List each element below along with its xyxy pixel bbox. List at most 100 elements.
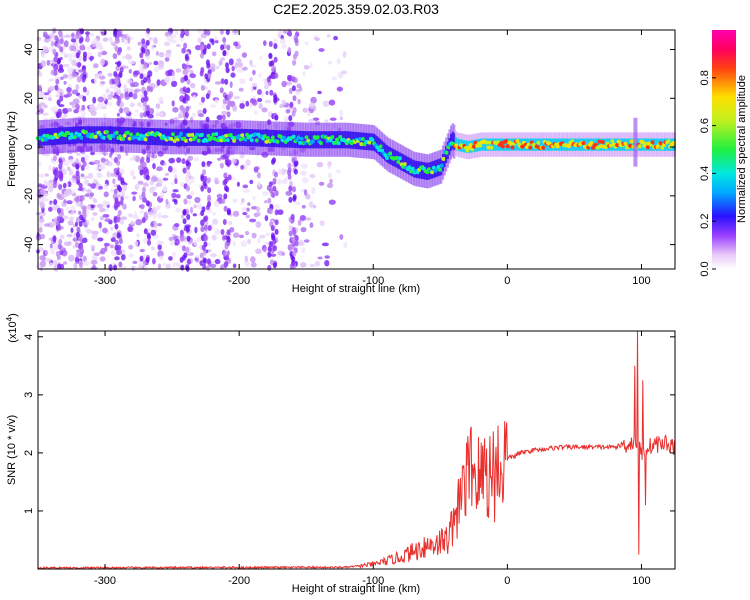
- noise-dot: [114, 256, 120, 261]
- noise-dot: [265, 90, 269, 96]
- noise-dot: [132, 260, 138, 264]
- streak-dot: [288, 115, 293, 122]
- streak-dot: [146, 232, 151, 239]
- ridge-core: [615, 143, 620, 148]
- streak-dot: [53, 155, 57, 162]
- noise-dot: [297, 98, 301, 105]
- ridge-band: [152, 128, 155, 146]
- streak-dot: [269, 203, 274, 210]
- streak-dot: [182, 97, 187, 104]
- streak-dot: [80, 248, 85, 255]
- ridge-band: [115, 126, 118, 144]
- streak-dot: [222, 37, 227, 43]
- noise-dot: [152, 257, 156, 265]
- ridge-core: [169, 137, 174, 141]
- noise-dot: [283, 30, 287, 34]
- ridge-core: [378, 144, 383, 149]
- streak-dot: [187, 258, 191, 265]
- noise-dot: [42, 112, 49, 116]
- streak-dot: [82, 212, 87, 219]
- streak-dot: [201, 96, 205, 103]
- ridge-core: [129, 132, 134, 137]
- noise-dot: [240, 240, 247, 248]
- ridge-core: [171, 132, 176, 137]
- streak-dot: [59, 173, 64, 180]
- noise-dot: [67, 220, 74, 226]
- noise-dot: [281, 99, 287, 106]
- noise-dot: [49, 85, 56, 89]
- noise-dot: [77, 187, 84, 191]
- noise-dot: [251, 64, 257, 68]
- ridge-core: [319, 141, 324, 146]
- noise-dot: [169, 239, 175, 246]
- noise-dot: [276, 178, 282, 185]
- ridge-core: [42, 133, 47, 138]
- noise-dot: [153, 221, 158, 229]
- noise-dot: [192, 213, 197, 217]
- streak-dot: [114, 244, 119, 251]
- colorbar-ticks: 0.0 0.2 0.4 0.6 0.8: [699, 70, 716, 277]
- ridge-core: [338, 135, 343, 139]
- noise-dot: [100, 58, 106, 65]
- noise-dot: [221, 110, 228, 115]
- noise-dot: [255, 206, 261, 212]
- streak-dot: [202, 48, 207, 55]
- noise-dot: [326, 34, 331, 38]
- streak-dot: [181, 107, 186, 114]
- ridge-core: [262, 134, 268, 139]
- ridge-band: [321, 131, 324, 149]
- y-tick-label: 4: [23, 334, 35, 340]
- noise-dot: [68, 254, 75, 262]
- streak-dot: [59, 95, 64, 102]
- x-tick-label: -200: [228, 275, 250, 287]
- streak-dot: [204, 73, 209, 80]
- noise-dot: [158, 112, 164, 117]
- noise-dot: [193, 239, 198, 246]
- noise-dot: [90, 259, 98, 265]
- ridge-band: [401, 154, 404, 172]
- ridge-core: [114, 130, 120, 135]
- noise-dot: [214, 81, 222, 85]
- streak-dot: [268, 208, 273, 215]
- ridge-band: [310, 131, 313, 149]
- noise-dot: [232, 263, 237, 269]
- noise-dot: [44, 223, 50, 227]
- streak-dot: [183, 63, 188, 70]
- ridge-band: [538, 138, 541, 151]
- streak-dot: [139, 169, 144, 176]
- noise-dot: [180, 181, 185, 187]
- noise-dot: [301, 177, 309, 184]
- streak-dot: [52, 27, 57, 34]
- noise-dot: [62, 182, 67, 189]
- streak-dot: [52, 182, 57, 189]
- noise-dot: [42, 45, 49, 53]
- noise-dot: [297, 239, 304, 245]
- noise-dot: [251, 206, 258, 210]
- noise-dot: [70, 211, 75, 215]
- noise-dot: [168, 256, 173, 261]
- ridge-band: [446, 141, 449, 159]
- noise-dot: [255, 248, 262, 255]
- streak-dot: [59, 64, 64, 71]
- noise-dot: [305, 217, 312, 221]
- streak-dot: [145, 50, 149, 57]
- ridge-core: [269, 138, 274, 143]
- noise-dot: [45, 35, 51, 40]
- noise-dot: [156, 79, 161, 86]
- noise-dot: [47, 97, 53, 101]
- noise-dot: [80, 173, 85, 177]
- streak-dot: [117, 153, 122, 160]
- noise-dot: [148, 107, 155, 115]
- ridge-core: [536, 140, 541, 145]
- noise-dot: [324, 260, 330, 267]
- ridge-band: [485, 138, 488, 151]
- ridge-band: [67, 127, 70, 145]
- ridge-core: [597, 139, 602, 144]
- streak-dot: [272, 262, 277, 269]
- streak-dot: [291, 256, 296, 263]
- noise-dot: [229, 227, 235, 233]
- noise-dot: [241, 52, 248, 58]
- noise-dot: [281, 179, 287, 184]
- noise-dot: [301, 204, 306, 209]
